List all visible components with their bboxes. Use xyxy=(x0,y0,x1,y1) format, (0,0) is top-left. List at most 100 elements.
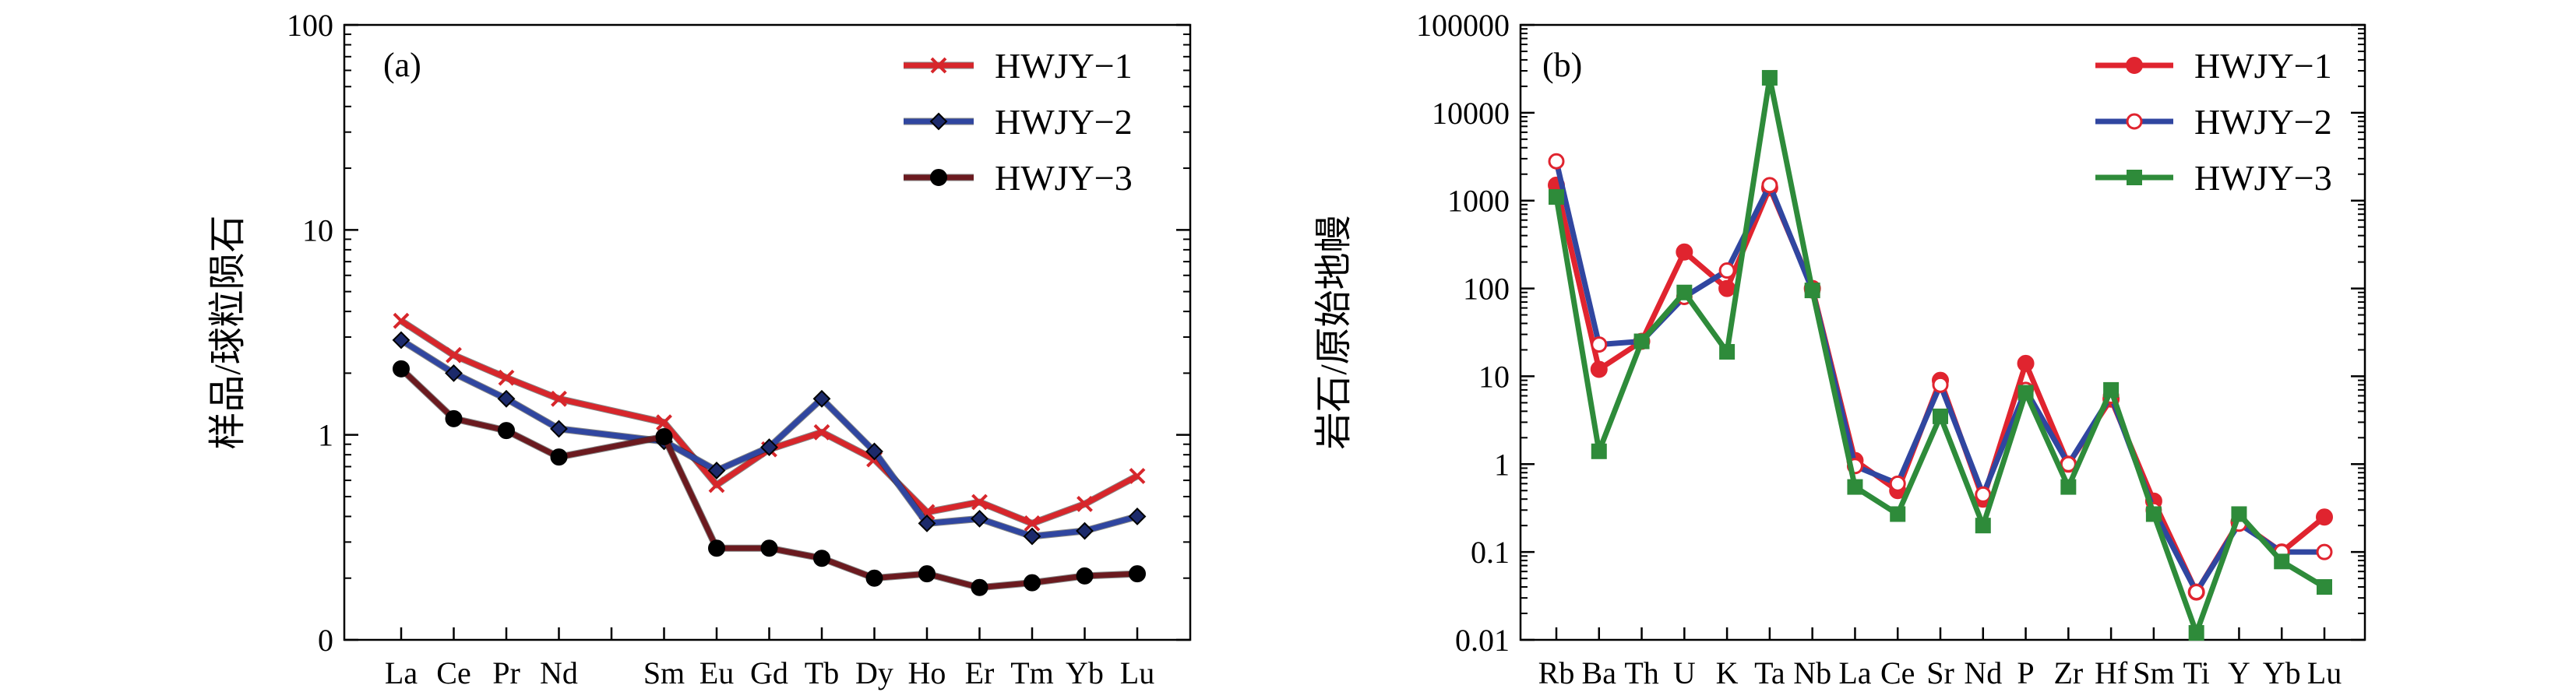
data-point xyxy=(393,360,410,378)
plot-frame xyxy=(1519,23,2366,641)
data-point xyxy=(1676,243,1693,261)
data-point xyxy=(1889,475,1906,492)
data-point xyxy=(865,569,883,587)
x-tick-label: Pr xyxy=(492,655,520,690)
series-2 xyxy=(392,331,1147,546)
y-tick-label: 1000 xyxy=(1447,184,1510,219)
x-tick-label: Tb xyxy=(805,655,839,690)
x-tick-label: Dy xyxy=(855,655,893,690)
x-tick-label: Ti xyxy=(2183,655,2210,690)
data-point xyxy=(2060,455,2077,472)
y-tick-label: 1 xyxy=(318,418,333,453)
data-point xyxy=(1761,177,1778,194)
data-point xyxy=(1591,443,1607,459)
legend-label: HWJY−2 xyxy=(995,102,1133,142)
data-point xyxy=(2017,354,2035,372)
data-point xyxy=(1076,522,1094,540)
x-tick-label: K xyxy=(1716,655,1739,690)
data-point xyxy=(707,462,726,479)
data-point xyxy=(393,312,410,329)
x-tick-label: Sm xyxy=(643,655,685,690)
y-tick-label: 10000 xyxy=(1432,96,1510,131)
data-point xyxy=(1024,574,1041,592)
data-point xyxy=(392,331,411,350)
y-tick-label: 100 xyxy=(287,8,333,43)
data-point xyxy=(1676,284,1693,300)
data-point xyxy=(1933,408,1948,424)
x-tick-label: P xyxy=(2017,655,2034,690)
panel-label: (a) xyxy=(383,46,421,84)
plot-frame xyxy=(343,23,1192,641)
x-tick-label: Ba xyxy=(1582,655,1617,690)
y-axis-label: 样品/球粒陨石 xyxy=(207,215,248,449)
data-point xyxy=(865,442,883,461)
x-tick-label: Yb xyxy=(2263,655,2301,690)
x-tick-label: Th xyxy=(1624,655,1658,690)
data-point xyxy=(760,539,778,557)
data-point xyxy=(1077,496,1093,512)
data-point xyxy=(2316,543,2333,560)
data-point xyxy=(971,509,988,528)
data-point xyxy=(498,369,515,386)
data-point xyxy=(2145,506,2162,522)
data-point xyxy=(2060,479,2077,495)
data-point xyxy=(2127,170,2142,185)
legend: HWJY−1 HWJY−2 HWJY−3 xyxy=(904,46,1133,198)
y-tick-label: 0 xyxy=(318,623,333,658)
data-point xyxy=(760,438,778,457)
y-axis-label: 岩石/原始地幔 xyxy=(1313,215,1355,449)
data-point xyxy=(1591,336,1608,353)
data-point xyxy=(1633,333,1650,350)
data-point xyxy=(2188,584,2205,601)
legend: HWJY−1 HWJY−2 HWJY−3 xyxy=(2095,46,2332,198)
data-point xyxy=(708,539,725,557)
series-3 xyxy=(1549,69,2332,641)
data-point xyxy=(1549,189,1564,205)
x-tick-label: Sm xyxy=(2133,655,2174,690)
series-line xyxy=(399,367,1138,591)
y-tick-label: 10 xyxy=(1478,359,1510,394)
data-point xyxy=(1024,515,1041,532)
x-tick-label: U xyxy=(1673,655,1696,690)
data-point xyxy=(655,427,673,445)
series-3 xyxy=(393,360,1146,596)
x-tick-label: Zr xyxy=(2053,655,2083,690)
data-point xyxy=(550,420,568,438)
x-tick-label: Eu xyxy=(700,655,734,690)
data-point xyxy=(1023,527,1041,546)
x-tick-label: Rb xyxy=(1538,655,1575,690)
y-tick-label: 1 xyxy=(1494,447,1510,482)
x-tick-label: La xyxy=(1838,655,1871,690)
y-tick-label: 0.01 xyxy=(1455,623,1510,658)
x-tick-label: Lu xyxy=(1120,655,1154,690)
data-point xyxy=(656,414,672,431)
data-point xyxy=(1847,479,1863,495)
data-point xyxy=(812,389,831,408)
x-tick-label: La xyxy=(385,655,418,690)
x-tick-label: Nd xyxy=(540,655,578,690)
data-point xyxy=(2126,57,2143,74)
data-point xyxy=(445,364,463,382)
data-point xyxy=(498,422,515,440)
data-point xyxy=(918,565,936,583)
data-point xyxy=(1932,376,1949,393)
y-tick-label: 0.1 xyxy=(1471,535,1510,570)
data-point xyxy=(1761,69,1778,86)
data-point xyxy=(497,389,516,408)
data-point xyxy=(971,494,988,511)
data-point xyxy=(551,390,567,407)
series-1 xyxy=(393,312,1146,532)
x-tick-label: Gd xyxy=(750,655,788,690)
data-point xyxy=(446,346,462,364)
data-point xyxy=(2017,385,2034,401)
series-line xyxy=(400,318,1139,526)
data-point xyxy=(445,409,463,427)
legend-label: HWJY−1 xyxy=(2194,46,2332,86)
data-point xyxy=(930,169,947,186)
data-point xyxy=(1590,360,1608,378)
chart-panel-b: 100000 10000 1000 100 10 1 0.1 0.01 Rb Ba Th U K Ta Nb… xyxy=(1313,8,2366,690)
data-point xyxy=(1890,506,1906,522)
data-point xyxy=(708,476,725,494)
series-line-outline xyxy=(399,318,1140,527)
